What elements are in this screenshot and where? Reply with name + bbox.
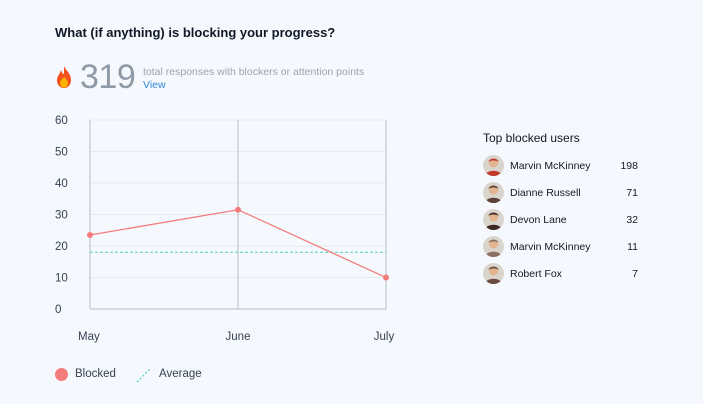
avatar: [483, 236, 504, 257]
legend-swatch-average: [136, 367, 152, 383]
legend-swatch-blocked: [55, 368, 68, 381]
y-tick-label: 20: [55, 241, 68, 253]
legend-label-average: Average: [159, 368, 202, 380]
y-tick-label: 60: [55, 115, 68, 127]
avatar: [483, 155, 504, 176]
user-row[interactable]: Devon Lane 32: [483, 209, 653, 236]
top-users-title: Top blocked users: [483, 131, 580, 145]
avatar: [483, 263, 504, 284]
user-count: 198: [620, 160, 638, 172]
x-tick-label: July: [374, 331, 395, 343]
user-count: 7: [632, 268, 638, 280]
x-tick-label: May: [78, 331, 100, 343]
data-point-blocked: [87, 231, 93, 238]
user-count: 71: [626, 187, 638, 199]
response-count: 319: [80, 58, 136, 96]
y-tick-label: 40: [55, 178, 68, 190]
top-blocked-users: Top blocked users Marvin McKinney 198 Dian…: [483, 131, 653, 290]
data-point-blocked: [383, 274, 389, 281]
summary-text: total responses with blockers or attenti…: [143, 66, 365, 78]
user-name: Robert Fox: [510, 268, 562, 280]
data-point-blocked: [235, 206, 241, 213]
user-row[interactable]: Marvin McKinney 11: [483, 236, 653, 263]
user-name: Dianne Russell: [510, 187, 581, 199]
user-count: 11: [627, 241, 638, 253]
user-row[interactable]: Robert Fox 7: [483, 263, 653, 290]
y-tick-label: 30: [55, 210, 68, 222]
legend-label-blocked: Blocked: [75, 368, 116, 380]
view-link[interactable]: View: [143, 79, 166, 91]
user-name: Marvin McKinney: [510, 241, 591, 253]
user-list: Marvin McKinney 198 Dianne Russell 71 Devon …: [483, 155, 653, 290]
y-tick-label: 0: [55, 304, 61, 316]
user-name: Marvin McKinney: [510, 160, 591, 172]
user-name: Devon Lane: [510, 214, 567, 226]
user-row[interactable]: Marvin McKinney 198: [483, 155, 653, 182]
user-row[interactable]: Dianne Russell 71: [483, 182, 653, 209]
fire-icon: [57, 66, 71, 88]
avatar: [483, 209, 504, 230]
y-tick-label: 50: [55, 147, 68, 159]
y-tick-label: 10: [55, 273, 68, 285]
avatar: [483, 182, 504, 203]
chart-title: What (if anything) is blocking your prog…: [55, 25, 336, 40]
x-tick-label: June: [226, 331, 251, 343]
user-count: 32: [626, 214, 638, 226]
